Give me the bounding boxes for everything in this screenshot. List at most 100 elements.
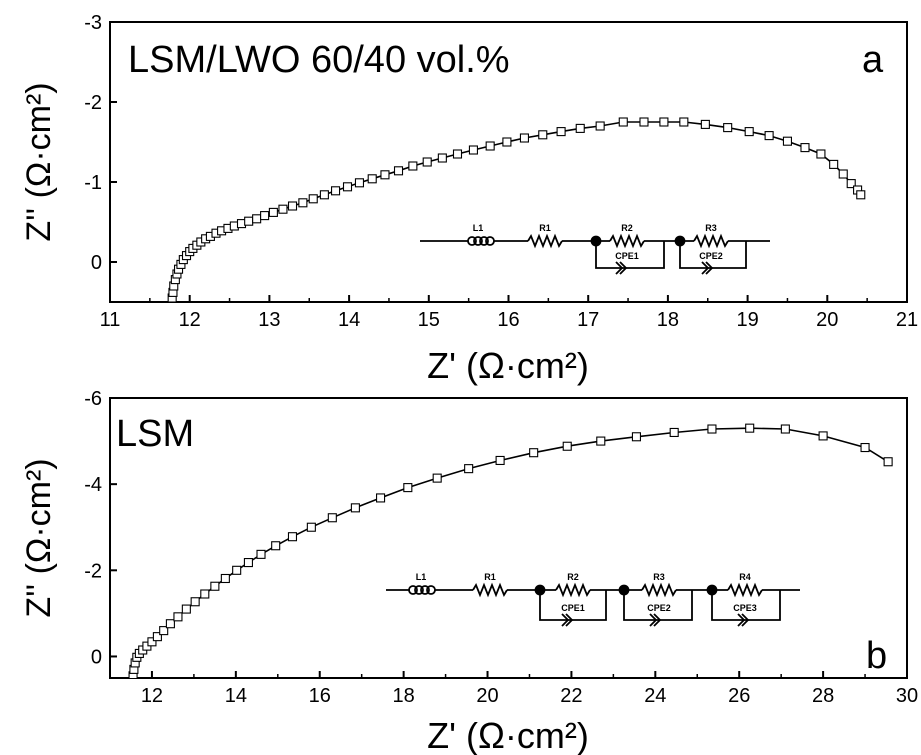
- a-data-point: [838, 169, 848, 179]
- a-data-point: [331, 186, 341, 196]
- b-cpe3-icon: [737, 613, 746, 627]
- a-data-point: [502, 137, 512, 147]
- b-data-point: [745, 423, 755, 433]
- b-x-tick-label: 14: [225, 685, 247, 707]
- b-panel-label: b: [866, 635, 887, 677]
- a-chart-title: LSM/LWO 60/40 vol.%: [128, 39, 510, 81]
- b-x-tick-label: 26: [728, 685, 750, 707]
- a-data-point: [252, 214, 262, 224]
- b-data-point: [147, 637, 157, 647]
- a-resistor-r2-icon: [609, 233, 645, 249]
- a-y-tick-label: -1: [84, 172, 102, 194]
- a-data-point: [595, 121, 605, 131]
- a-cpe2-icon: [701, 261, 710, 275]
- b-x-tick-label: 22: [560, 685, 582, 707]
- a-tick-labels: 11 12 13 14 15 16 17 18 19 20 21 0 -1 -2 -3: [84, 12, 918, 331]
- a-data-point: [342, 182, 353, 192]
- b-data-point: [350, 503, 360, 513]
- a-data-point: [723, 123, 733, 133]
- a-data-point: [639, 117, 649, 127]
- a-data-point: [829, 159, 839, 169]
- a-x-tick-label: 11: [100, 309, 121, 331]
- b-resistor-r2-icon: [555, 582, 591, 598]
- a-data-point: [764, 131, 774, 141]
- b-y-axis-label: Z'' (Ω·cm²): [20, 458, 58, 617]
- a-x-tick-label: 17: [577, 309, 599, 331]
- a-axis-ticks: [109, 21, 908, 302]
- a-data-point: [268, 207, 278, 217]
- b-x-tick-label: 20: [476, 685, 498, 707]
- a-data-point: [298, 198, 308, 208]
- a-data-point: [437, 153, 447, 163]
- b-axis-ticks: [110, 397, 908, 678]
- a-x-tick-label: 14: [338, 309, 360, 331]
- b-data-point: [631, 432, 641, 442]
- b-x-tick-label: 30: [896, 685, 918, 707]
- b-data-point: [243, 558, 253, 568]
- a-x-axis-label: Z' (Ω·cm²): [427, 345, 589, 386]
- a-data-point: [659, 117, 669, 127]
- b-data-point: [306, 522, 316, 532]
- b-x-tick-label: 12: [141, 685, 163, 707]
- b-fit-line: [132, 427, 889, 676]
- a-data-point: [538, 130, 548, 140]
- b-y-tick-label: -6: [84, 388, 102, 410]
- b-data-point: [190, 597, 200, 607]
- a-x-tick-label: 20: [816, 309, 838, 331]
- b-data-point: [159, 626, 169, 636]
- a-data-point: [846, 179, 856, 189]
- a-data-point: [468, 145, 478, 155]
- b-chart-title: LSM: [116, 413, 194, 455]
- b-inductor-l1-icon: [408, 585, 418, 595]
- b-data-point: [883, 457, 893, 467]
- b-circuit-label-cpe3: CPE3: [733, 603, 757, 613]
- a-data-point: [679, 117, 689, 127]
- a-data-point: [519, 133, 529, 143]
- b-data-point: [432, 473, 442, 483]
- a-y-tick-label: 0: [91, 252, 102, 274]
- a-x-tick-label: 13: [258, 309, 280, 331]
- b-resistor-r3-icon: [641, 582, 677, 598]
- b-data-point: [165, 619, 175, 629]
- b-data-point: [376, 493, 386, 503]
- a-data-point: [367, 174, 377, 184]
- b-data-point: [287, 532, 298, 542]
- panel-a: 11 12 13 14 15 16 17 18 19 20 21 0 -1 -2 -3 LSM/LWO 60…: [20, 12, 918, 386]
- a-circuit-label-cpe1: CPE1: [615, 251, 639, 261]
- a-data-point: [744, 127, 754, 137]
- b-y-tick-label: -4: [84, 474, 102, 496]
- a-x-tick-label: 19: [736, 309, 758, 331]
- a-data-point: [278, 204, 288, 214]
- b-equivalent-circuit: [386, 582, 800, 627]
- a-x-tick-label: 18: [657, 309, 679, 331]
- a-data-point: [556, 127, 566, 137]
- b-data-point: [181, 604, 191, 614]
- b-circuit-label-r2: R2: [567, 572, 579, 582]
- b-data-point: [173, 612, 183, 622]
- b-data-point: [464, 464, 474, 474]
- b-x-tick-label: 18: [393, 685, 415, 707]
- a-y-tick-label: -3: [84, 12, 102, 34]
- plot-frame-b: [109, 397, 908, 679]
- a-data-point: [393, 166, 404, 176]
- b-data-point: [707, 424, 717, 434]
- a-data-point: [816, 149, 826, 159]
- b-data-point: [200, 589, 210, 599]
- a-circuit-label-cpe2: CPE2: [699, 251, 723, 261]
- b-x-tick-label: 24: [644, 685, 666, 707]
- b-data-point: [596, 436, 606, 446]
- a-data-point: [618, 117, 628, 127]
- a-data-point: [452, 149, 463, 159]
- a-data-point: [408, 161, 418, 171]
- a-panel-label: a: [862, 39, 884, 81]
- a-circuit-label-l1: L1: [473, 223, 484, 233]
- b-tick-labels: 12 14 16 18 20 22 24 26 28 30 0 -2 -4 -6: [84, 388, 918, 707]
- b-data-point: [232, 565, 242, 575]
- b-circuit-label-cpe2: CPE2: [647, 603, 671, 613]
- a-resistor-r3-icon: [693, 233, 729, 249]
- a-data-point: [319, 190, 329, 200]
- a-data-point: [308, 194, 318, 204]
- b-data-point: [271, 541, 281, 551]
- b-cpe1-icon: [561, 613, 570, 627]
- b-data-point: [403, 483, 413, 493]
